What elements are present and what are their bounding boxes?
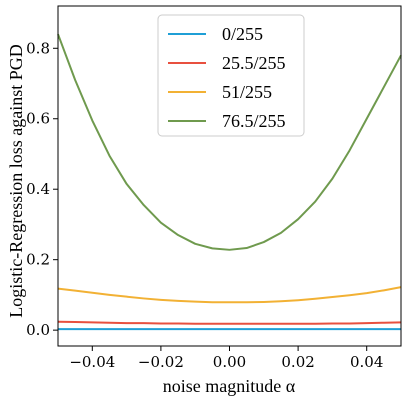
y-axis-label: Logistic-Regression loss against PGD [6,44,26,317]
y-tick-label: 0.4 [26,180,50,198]
y-tick-label: 0.2 [26,251,50,269]
y-tick-label: 0.8 [26,39,50,57]
x-tick-label: −0.02 [138,353,184,371]
x-tick-label: 0.00 [213,353,246,371]
legend-label-4: 76.5/255 [222,111,286,131]
series-line-3 [57,286,402,304]
series-line-2 [57,320,402,325]
x-tick-label: 0.02 [281,353,314,371]
series-line-4 [57,33,402,251]
ticks-layer: −0.04 −0.02 0.00 0.02 0.04 0.0 0.2 0.4 0.6 0.8 [26,39,383,371]
x-tick-label: −0.04 [69,353,115,371]
y-tick-label: 0.0 [26,321,50,339]
legend-label-3: 51/255 [222,82,272,102]
x-axis-label: noise magnitude α [163,376,296,396]
legend: 0/255 25.5/255 51/255 76.5/255 [157,14,305,137]
series-layer [57,33,402,331]
legend-label-1: 0/255 [222,24,263,44]
legend-box [157,14,305,137]
x-tick-label: 0.04 [350,353,383,371]
legend-label-2: 25.5/255 [222,53,286,73]
y-tick-label: 0.6 [26,110,50,128]
